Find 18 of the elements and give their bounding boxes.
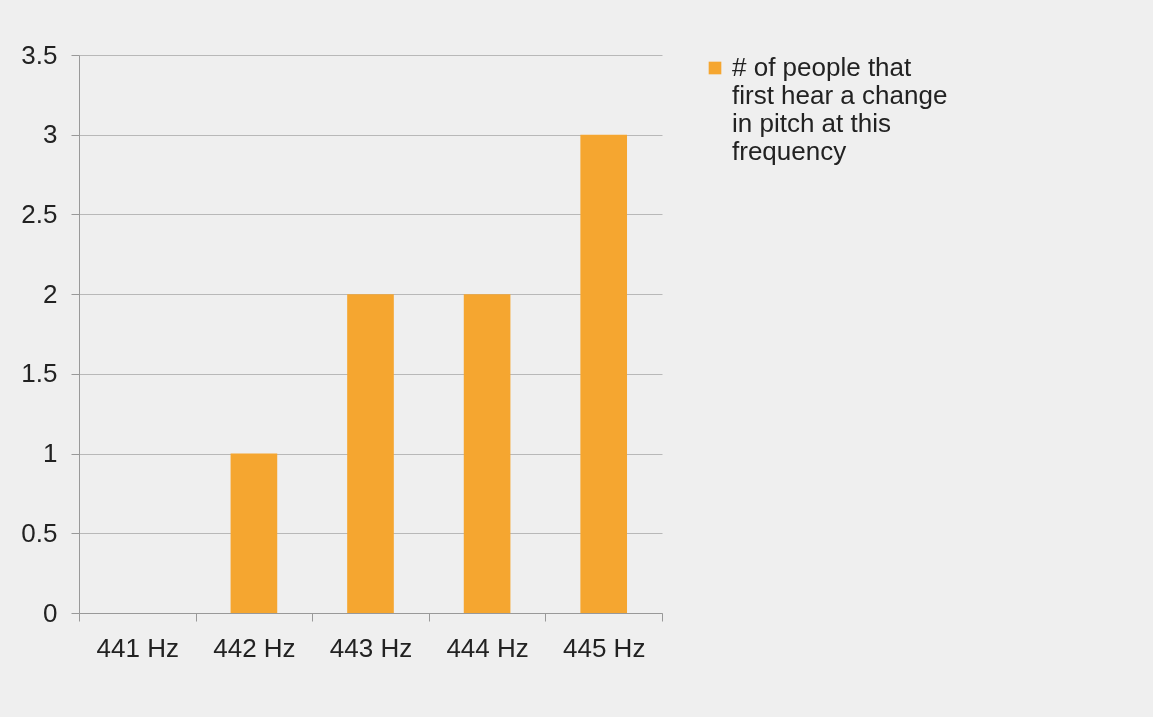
x-tick-label: 444 Hz	[446, 632, 529, 663]
y-tick-label: 0	[43, 597, 58, 628]
x-tick-label: 442 Hz	[213, 632, 296, 663]
y-tick-label: 1	[43, 438, 58, 469]
x-tick-label: 445 Hz	[563, 632, 646, 663]
y-tick-label: 3	[43, 119, 58, 150]
bar	[230, 453, 278, 613]
x-tick-label: 441 Hz	[96, 632, 179, 663]
x-tick-label: 443 Hz	[329, 632, 413, 663]
legend-label: # of people that first hear a change in pitch at this frequency	[732, 52, 948, 166]
y-tick-label: 3.5	[21, 39, 58, 70]
bar	[580, 134, 628, 613]
y-tick-label: 0.5	[21, 517, 58, 548]
bar	[463, 294, 511, 613]
bar	[347, 294, 394, 613]
y-tick-label: 1.5	[21, 358, 58, 389]
y-tick-label: 2	[43, 278, 58, 309]
y-tick-label: 2.5	[21, 198, 58, 229]
